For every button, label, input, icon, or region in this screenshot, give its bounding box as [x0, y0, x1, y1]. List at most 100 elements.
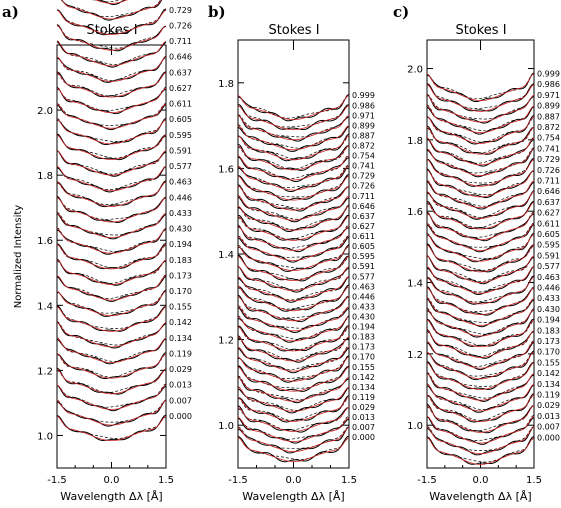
x-tick-label: 0.0 [286, 475, 302, 486]
profile-observed-line [56, 367, 167, 395]
profile-observed-line [56, 104, 167, 131]
profile-model-line [56, 134, 167, 159]
profile-observed-line [237, 435, 350, 463]
profile-observed-line [426, 137, 535, 167]
y-tick-label: 1.8 [407, 136, 423, 147]
mu-value-label: 0.446 [537, 284, 560, 293]
mu-value-label: 0.134 [537, 380, 560, 389]
profile-fit-line [56, 181, 167, 207]
profile-fit-line [56, 369, 167, 395]
profile-observed-line [426, 83, 535, 112]
profile-fit-line [426, 287, 535, 316]
mu-value-label: 0.155 [169, 303, 192, 312]
panel-label: a) [2, 3, 19, 21]
mu-value-label: 0.155 [352, 363, 375, 372]
plot-frame [237, 39, 350, 469]
profile-fit-line [56, 259, 167, 285]
profile-fit-line [237, 215, 350, 241]
profile-model-line [56, 86, 167, 111]
profile-model-line [237, 235, 350, 258]
mu-value-label: 0.000 [537, 433, 560, 442]
profile-fit-line [237, 115, 350, 141]
mu-value-label: 0.142 [352, 373, 375, 382]
profile-observed-line [426, 341, 535, 371]
profile-observed-line [237, 196, 350, 223]
profile-observed-line [56, 149, 167, 177]
profile-observed-line [426, 223, 535, 253]
profile-fit-line [237, 175, 350, 201]
mu-value-label: 0.611 [169, 100, 192, 109]
profile-observed-line [237, 236, 350, 263]
profile-fit-line [237, 125, 350, 151]
mu-value-label: 0.711 [169, 37, 192, 46]
profile-model-line [56, 368, 167, 393]
profile-fit-line [237, 386, 350, 412]
profile-observed-line [237, 214, 350, 241]
mu-value-label: 0.711 [352, 192, 375, 201]
profile-fit-line [237, 235, 350, 261]
profile-model-line [56, 9, 167, 33]
profile-model-line [56, 414, 167, 439]
profile-observed-line [56, 321, 167, 349]
profile-observed-line [56, 213, 167, 240]
profile-model-line [237, 104, 350, 128]
profile-observed-line [237, 143, 350, 171]
profile-fit-line [56, 244, 167, 270]
profile-fit-line [237, 256, 350, 281]
profile-model-line [426, 222, 535, 248]
profile-observed-line [56, 305, 167, 332]
profile-model-line [237, 375, 350, 400]
profile-model-line [237, 365, 350, 389]
panel-label: b) [208, 3, 226, 21]
profile-observed-line [237, 365, 350, 392]
profile-fit-line [237, 417, 350, 442]
profile-fit-line [426, 394, 535, 423]
mu-value-label: 0.194 [537, 316, 560, 325]
profile-observed-line [426, 125, 535, 155]
profile-model-line [426, 297, 535, 323]
mu-value-label: 0.173 [352, 343, 375, 352]
profile-observed-line [237, 306, 350, 334]
profile-model-line [237, 154, 350, 180]
profile-fit-line [56, 9, 167, 36]
profile-model-line [56, 57, 167, 81]
mu-value-label: 0.999 [352, 91, 375, 100]
x-axis-label: Wavelength Δλ [Å] [60, 490, 162, 503]
profile-fit-line [237, 155, 350, 181]
profile-model-line [237, 184, 350, 209]
profile-model-line [56, 337, 167, 362]
profile-observed-line [56, 180, 167, 208]
profile-fit-line [426, 73, 535, 101]
profile-model-line [56, 243, 167, 269]
profile-model-line [237, 114, 350, 138]
mu-value-label: 0.007 [352, 423, 375, 432]
profile-model-line [56, 305, 167, 329]
profile-model-line [426, 72, 535, 100]
profile-observed-line [426, 318, 535, 347]
profile-model-line [237, 164, 350, 189]
profile-fit-line [426, 191, 535, 219]
mu-value-label: 0.029 [537, 401, 560, 410]
mu-value-label: 0.170 [537, 348, 560, 357]
mu-value-label: 0.007 [537, 423, 560, 432]
profile-fit-line [426, 426, 535, 455]
panel-title: Stokes I [268, 23, 319, 38]
profile-observed-line [237, 405, 350, 433]
profile-fit-line [237, 195, 350, 221]
profile-fit-line [56, 119, 167, 145]
mu-value-label: 0.433 [537, 294, 560, 303]
profile-model-line [237, 174, 350, 198]
mu-value-label: 0.611 [352, 232, 375, 241]
x-tick-label: 1.5 [526, 475, 542, 486]
profile-model-line [237, 135, 350, 160]
profile-fit-line [61, 0, 162, 20]
x-tick-label: 0.0 [104, 475, 120, 486]
mu-value-label: 0.605 [352, 242, 375, 251]
profile-fit-line [56, 275, 167, 301]
mu-value-label: 0.577 [537, 262, 560, 271]
profile-fit-line [426, 415, 535, 444]
profile-observed-line [426, 275, 535, 305]
profile-fit-line [426, 137, 535, 166]
mu-value-label: 0.627 [169, 84, 192, 93]
mu-value-label: 0.754 [537, 134, 560, 143]
